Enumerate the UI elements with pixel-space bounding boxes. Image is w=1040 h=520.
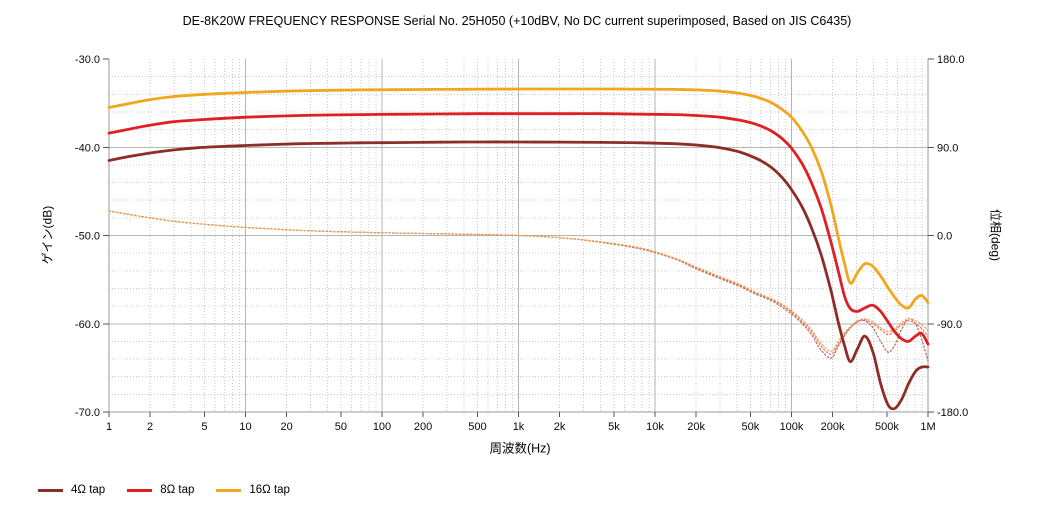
tick-labels: -30.0 -40.0 -50.0 -60.0 -70.0 180.0 90.0 0.0 -90… <box>75 54 968 433</box>
x-tick-label: 5k <box>608 421 620 433</box>
x-tick-label: 1k <box>513 421 525 433</box>
chart-title: DE-8K20W FREQUENCY RESPONSE Serial No. 2… <box>182 14 852 28</box>
x-tick-label: 1 <box>106 421 112 433</box>
y-left-tick-label: -50.0 <box>75 231 100 243</box>
x-axis-label-frequency: 周波数(Hz) <box>489 441 551 456</box>
x-tick-label: 5 <box>201 421 207 433</box>
x-tick-label: 1M <box>920 421 935 433</box>
legend-item-8ohm: 8Ω tap <box>127 484 194 496</box>
y-left-tick-label: -30.0 <box>75 54 100 66</box>
x-tick-label: 200 <box>414 421 432 433</box>
legend-label-4ohm: 4Ω tap <box>71 484 106 496</box>
y-left-tick-label: -60.0 <box>75 319 100 331</box>
y-left-tick-label: -40.0 <box>75 142 100 154</box>
x-tick-label: 100k <box>780 421 804 433</box>
legend-item-4ohm: 4Ω tap <box>38 484 105 496</box>
gain-curve-16-tap <box>107 87 930 310</box>
gain-curve-8-tap <box>107 112 930 346</box>
legend-label-8ohm: 8Ω tap <box>160 484 195 496</box>
x-tick-label: 500 <box>468 421 486 433</box>
x-tick-label: 500k <box>875 421 899 433</box>
y-right-tick-label: 90.0 <box>937 142 958 154</box>
x-tick-label: 10k <box>646 421 664 433</box>
x-tick-label: 50k <box>742 421 760 433</box>
x-tick-label: 2k <box>554 421 566 433</box>
curves <box>107 87 930 411</box>
legend-label-16ohm: 16Ω tap <box>249 484 290 496</box>
legend-item-16ohm: 16Ω tap <box>216 484 290 496</box>
legend-swatch-16ohm <box>216 488 242 492</box>
x-tick-label: 200k <box>821 421 845 433</box>
legend-swatch-8ohm <box>127 488 153 492</box>
x-tick-label: 20k <box>687 421 705 433</box>
legend-swatch-4ohm <box>38 488 63 492</box>
y-left-tick-label: -70.0 <box>75 407 100 419</box>
x-tick-label: 20 <box>280 421 292 433</box>
x-tick-label: 10 <box>239 421 251 433</box>
y-right-tick-label: -90.0 <box>937 319 962 331</box>
x-tick-label: 50 <box>335 421 347 433</box>
gain-curve-4-tap <box>107 140 930 411</box>
axes <box>103 58 934 417</box>
legend: 4Ω tap 8Ω tap 16Ω tap <box>38 484 312 496</box>
y-right-tick-label: 0.0 <box>937 231 952 243</box>
phase-curve-16-tap-phase <box>108 210 929 352</box>
y-right-tick-label: -180.0 <box>937 407 968 419</box>
x-tick-label: 100 <box>373 421 391 433</box>
x-tick-label: 2 <box>147 421 153 433</box>
y-right-tick-label: 180.0 <box>937 54 965 66</box>
